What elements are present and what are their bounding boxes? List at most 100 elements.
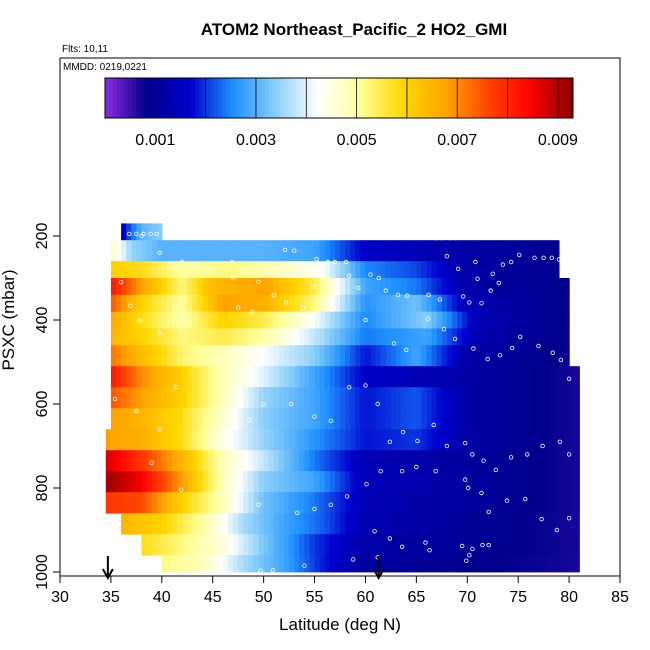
heatmap-cell bbox=[441, 366, 448, 388]
heatmap-cell bbox=[441, 555, 448, 573]
observation-point bbox=[493, 467, 498, 473]
heatmap-cell bbox=[294, 471, 300, 493]
heatmap-cell bbox=[345, 345, 351, 367]
colorbar-swatch bbox=[194, 78, 200, 118]
heatmap-cell bbox=[284, 408, 290, 430]
heatmap-cell bbox=[365, 429, 372, 451]
heatmap-cell bbox=[172, 408, 178, 430]
heatmap-cell bbox=[212, 471, 219, 493]
observation-point bbox=[128, 303, 133, 308]
heatmap-cell bbox=[528, 261, 535, 279]
heatmap-cell bbox=[319, 261, 326, 279]
heatmap-cell bbox=[212, 345, 219, 367]
heatmap-cell bbox=[248, 261, 255, 279]
observation-point bbox=[154, 231, 159, 237]
heatmap-cell bbox=[136, 240, 143, 262]
heatmap-cell bbox=[263, 345, 270, 367]
heatmap-cell bbox=[406, 555, 412, 573]
heatmap-cell bbox=[207, 450, 214, 472]
observation-point bbox=[210, 568, 215, 573]
heatmap-cell bbox=[121, 492, 127, 514]
heatmap-cell bbox=[345, 513, 351, 535]
heatmap-cell bbox=[222, 328, 229, 346]
heatmap-cell bbox=[472, 492, 479, 514]
observation-point bbox=[157, 427, 162, 432]
heatmap-cell bbox=[258, 534, 265, 556]
heatmap-cell bbox=[533, 328, 540, 346]
heatmap-cell bbox=[105, 450, 112, 472]
heatmap-cell bbox=[390, 429, 397, 451]
heatmap-cell bbox=[304, 278, 311, 296]
heatmap-cell bbox=[345, 492, 351, 514]
arrow-head bbox=[101, 568, 114, 581]
heatmap-cell bbox=[192, 387, 199, 409]
heatmap-cell bbox=[569, 387, 575, 409]
heatmap-cell bbox=[334, 429, 341, 451]
heatmap-cell bbox=[172, 328, 178, 346]
heatmap-cell bbox=[390, 492, 397, 514]
heatmap-cell bbox=[508, 450, 514, 472]
heatmap-cell bbox=[421, 471, 428, 493]
heatmap-cell bbox=[513, 492, 519, 514]
heatmap-cell bbox=[131, 223, 137, 241]
heatmap-cell bbox=[182, 450, 188, 472]
heatmap-cell bbox=[452, 513, 458, 535]
heatmap-cell bbox=[319, 471, 326, 493]
observation-point bbox=[481, 458, 486, 463]
heatmap-cell bbox=[548, 450, 555, 472]
heatmap-cell bbox=[217, 387, 224, 409]
heatmap-cell bbox=[314, 555, 321, 573]
heatmap-cell bbox=[452, 534, 458, 556]
heatmap-cell bbox=[472, 555, 479, 573]
observation-point bbox=[172, 306, 178, 311]
observation-point bbox=[302, 563, 307, 568]
heatmap-cell bbox=[146, 345, 153, 367]
heatmap-cell bbox=[334, 513, 341, 535]
heatmap-cell bbox=[380, 555, 387, 573]
heatmap-cell bbox=[126, 429, 132, 451]
heatmap-cell bbox=[390, 555, 397, 573]
heatmap-cell bbox=[462, 429, 468, 451]
observation-point bbox=[414, 464, 419, 470]
heatmap-cell bbox=[538, 429, 545, 451]
heatmap-cell bbox=[329, 534, 336, 556]
heatmap-cell bbox=[436, 492, 443, 514]
observation-points bbox=[112, 231, 572, 573]
x-tick-label: 40 bbox=[153, 589, 171, 606]
colorbar-swatch bbox=[257, 78, 262, 118]
colorbar-swatch bbox=[272, 78, 278, 118]
heatmap-cell bbox=[248, 492, 255, 514]
heatmap-cell bbox=[528, 408, 535, 430]
heatmap-cell bbox=[156, 408, 163, 430]
heatmap-cell bbox=[278, 450, 285, 472]
colorbar-swatch bbox=[245, 78, 250, 118]
heatmap-cell bbox=[222, 261, 229, 279]
heatmap-cell bbox=[462, 471, 468, 493]
heatmap-cell bbox=[217, 345, 224, 367]
heatmap-cell bbox=[294, 261, 300, 279]
heatmap-cell bbox=[431, 345, 438, 367]
heatmap-cell bbox=[238, 261, 244, 279]
heatmap-cell bbox=[121, 328, 127, 346]
heatmap-cell bbox=[182, 240, 188, 262]
colorbar-swatch bbox=[436, 78, 441, 118]
heatmap-cell bbox=[406, 387, 412, 409]
heatmap-cell bbox=[248, 555, 255, 573]
heatmap-cell bbox=[558, 492, 565, 514]
colorbar-swatch bbox=[537, 78, 543, 118]
colorbar-swatch bbox=[315, 78, 320, 118]
heatmap-cell bbox=[406, 261, 412, 279]
colorbar-swatch bbox=[362, 78, 367, 118]
heatmap-cell bbox=[548, 429, 555, 451]
heatmap-cell bbox=[345, 366, 351, 388]
heatmap-cell bbox=[284, 513, 290, 535]
heatmap-cell bbox=[309, 492, 316, 514]
heatmap-cell bbox=[487, 555, 494, 573]
heatmap-cell bbox=[126, 345, 132, 367]
heatmap-cell bbox=[345, 471, 351, 493]
heatmap-cell bbox=[116, 471, 122, 493]
heatmap-cell bbox=[248, 450, 255, 472]
heatmap-cell bbox=[421, 366, 428, 388]
heatmap-cell bbox=[375, 429, 382, 451]
heatmap-cell bbox=[380, 240, 387, 262]
